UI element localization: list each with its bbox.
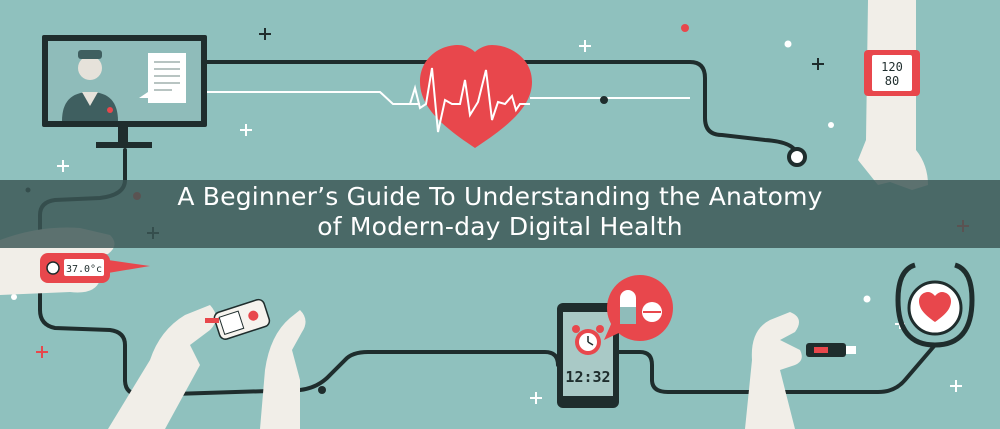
usb-stick-icon xyxy=(745,312,856,429)
title-line-1: A Beginner’s Guide To Understanding the … xyxy=(177,182,823,211)
bp-systolic-value: 120 xyxy=(881,60,903,74)
page-title: A Beginner’s Guide To Understanding the … xyxy=(0,182,1000,242)
cable-end-ring xyxy=(787,147,807,167)
glucose-meter-icon xyxy=(108,298,306,429)
tablet-alarm-icon: 12:32 xyxy=(557,303,619,408)
doctor-monitor-icon xyxy=(42,35,207,148)
heart-rate-icon xyxy=(402,45,532,148)
title-line-2: of Modern-day Digital Health xyxy=(317,212,683,241)
thermometer-reading: 37.0°c xyxy=(66,264,102,275)
pill-bubble-icon xyxy=(604,275,673,341)
stethoscope-icon xyxy=(895,262,975,348)
tablet-time: 12:32 xyxy=(565,368,610,386)
bp-diastolic-value: 80 xyxy=(885,74,899,88)
title-banner xyxy=(0,180,1000,248)
smartwatch-icon: 120 80 xyxy=(858,0,928,190)
